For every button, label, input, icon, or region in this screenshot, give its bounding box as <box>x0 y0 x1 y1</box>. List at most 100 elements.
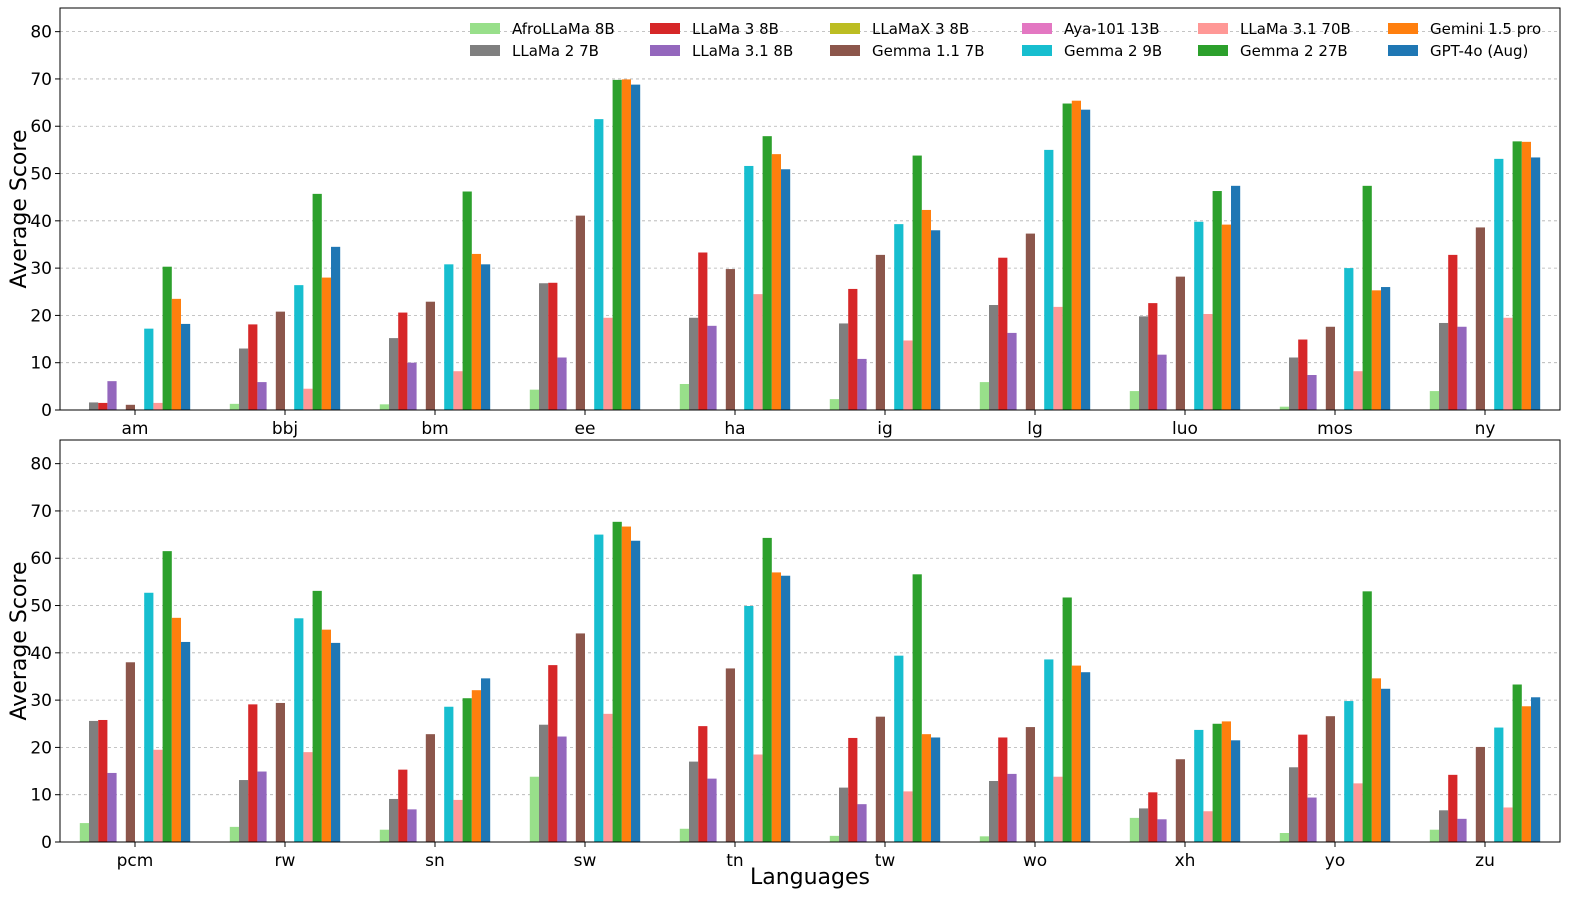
legend-swatch <box>470 23 500 34</box>
bar <box>631 84 641 411</box>
bar <box>603 317 613 410</box>
bar <box>781 169 791 410</box>
bar <box>771 154 781 410</box>
bar <box>471 253 481 410</box>
bar <box>725 668 735 842</box>
bar <box>1344 268 1354 410</box>
bar <box>481 678 491 842</box>
category-label: yo <box>1325 851 1345 871</box>
bar <box>1194 729 1204 842</box>
bar <box>1371 290 1381 410</box>
bar <box>312 193 322 410</box>
bottom-bar-chart: 0 10 20 30 40 50 60 70 80 pcm rw sn sw tn tw wo xh yo zu Av… <box>7 439 1561 890</box>
bar <box>453 371 463 410</box>
bar <box>903 340 913 410</box>
bar <box>1071 100 1081 410</box>
bar <box>98 402 108 410</box>
bar <box>612 521 622 842</box>
bar <box>848 737 858 842</box>
legend-label: Gemma 2 9B <box>1064 42 1162 60</box>
bar <box>162 551 172 842</box>
legend-swatch <box>1388 23 1418 34</box>
bar <box>303 388 313 410</box>
bar <box>1148 303 1158 410</box>
bar <box>1448 254 1458 410</box>
legend-swatch <box>1198 45 1228 56</box>
bar <box>1521 141 1531 410</box>
bar <box>248 324 258 410</box>
bar <box>1231 185 1241 410</box>
y-tick-label: 80 <box>30 23 52 43</box>
bar <box>989 780 999 842</box>
category-label: rw <box>275 851 296 871</box>
y-tick-label: 60 <box>30 117 52 137</box>
bar <box>1007 773 1017 842</box>
bar <box>1353 371 1363 410</box>
bar <box>857 804 867 842</box>
bar <box>379 404 389 410</box>
bar <box>181 641 191 842</box>
y-tick-label: 10 <box>30 786 52 806</box>
bar <box>1381 688 1391 842</box>
y-tick-label: 0 <box>41 401 52 421</box>
bar <box>407 362 417 410</box>
bar <box>539 724 549 842</box>
bar <box>1362 591 1372 842</box>
bar <box>89 402 99 410</box>
bar <box>707 778 717 842</box>
bar <box>294 618 304 842</box>
bar <box>921 734 931 842</box>
plot-frame <box>59 7 1561 411</box>
bar <box>1429 829 1439 842</box>
bar <box>1344 701 1354 842</box>
bar <box>1457 326 1467 410</box>
y-tick-label: 70 <box>30 502 52 522</box>
bar <box>1307 375 1317 410</box>
category-label: ny <box>1475 419 1496 439</box>
bar <box>1139 808 1149 842</box>
category-label: xh <box>1175 851 1196 871</box>
category-label: zu <box>1475 851 1495 871</box>
bar <box>1457 818 1467 842</box>
legend-swatch <box>650 23 680 34</box>
bar <box>331 246 341 410</box>
legend-label: LLaMa 2 7B <box>512 42 599 60</box>
y-tick-label: 0 <box>41 833 52 853</box>
category-label: pcm <box>117 851 154 871</box>
bar <box>1279 406 1289 410</box>
category-label: tw <box>875 851 896 871</box>
top-bar-chart: 0 10 20 30 40 50 60 70 80 am bbj bm ee ha ig lg luo mos ny… <box>7 7 1561 439</box>
bar <box>1194 221 1204 410</box>
bar <box>698 252 708 410</box>
bar <box>679 828 689 842</box>
bar <box>321 277 331 410</box>
bar <box>379 829 389 842</box>
bar <box>1448 774 1458 842</box>
bar <box>453 799 463 842</box>
bar <box>1053 776 1063 842</box>
bar <box>1289 357 1299 410</box>
bar <box>1148 792 1158 842</box>
bar <box>1081 672 1091 842</box>
bar <box>398 769 408 842</box>
y-tick-label: 10 <box>30 354 52 374</box>
x-axis-title: Languages <box>750 865 870 890</box>
bar <box>912 574 922 842</box>
bar <box>707 325 717 410</box>
bar <box>239 348 249 410</box>
legend-label: Aya-101 13B <box>1064 20 1160 38</box>
bar <box>1439 322 1449 410</box>
bar <box>1521 706 1531 842</box>
bar <box>1494 727 1504 842</box>
bar <box>79 823 89 842</box>
bar <box>1129 391 1139 410</box>
category-label: luo <box>1172 419 1198 439</box>
bar <box>1531 697 1541 842</box>
legend-swatch <box>650 45 680 56</box>
y-tick-label: 80 <box>30 455 52 475</box>
bar <box>1362 185 1372 410</box>
category-label: bm <box>421 419 448 439</box>
category-label: ha <box>724 419 745 439</box>
bar <box>1503 317 1513 410</box>
